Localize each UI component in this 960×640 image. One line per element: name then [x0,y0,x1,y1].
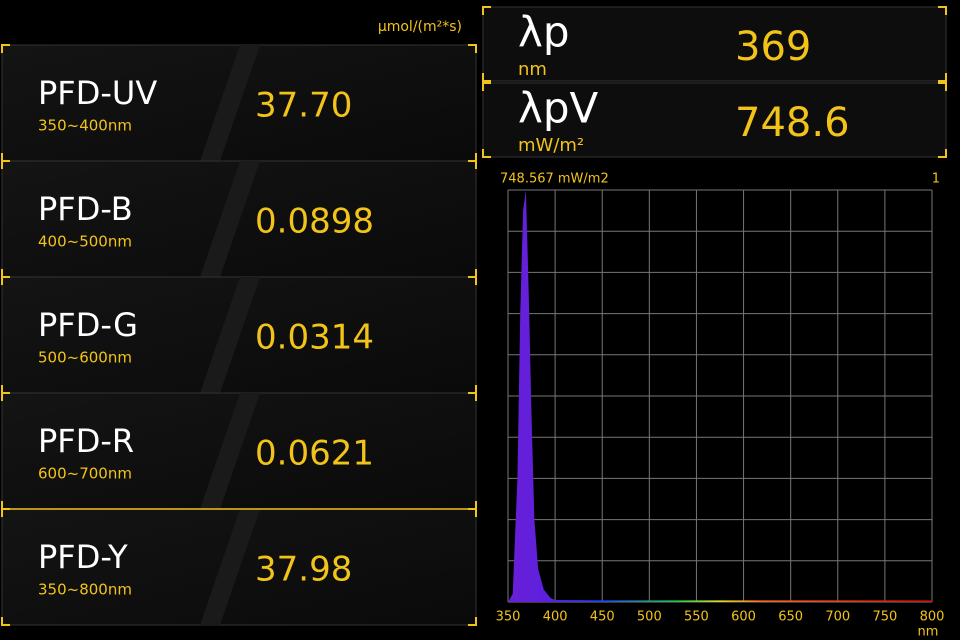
panel-range: 500~600nm [38,349,132,367]
peak-unit: nm [518,59,547,80]
panel-name: PFD-Y [38,538,128,576]
corner [1,160,10,169]
corner [1,276,10,285]
peak-unit: mW/m² [518,135,584,156]
peak-value: 748.6 [735,100,850,146]
panel-stripe [200,161,260,277]
chart-max-label: 748.567 mW/m2 [500,172,609,187]
corner [468,392,477,401]
x-tick-label: 650 [778,610,803,625]
peak-symbol: λpV [518,84,599,133]
panel-stripe [200,45,260,161]
corner [468,617,477,626]
corner [482,6,491,15]
corner [1,617,10,626]
x-tick-label: 450 [590,610,615,625]
corner [468,276,477,285]
x-tick-label: 600 [731,610,756,625]
x-tick-label: 750 [872,610,897,625]
panel-name: PFD-G [38,306,138,344]
corner [938,82,947,91]
x-tick-label: 400 [543,610,568,625]
peak-value: 369 [735,24,811,70]
panel-stripe [200,509,260,625]
corner [468,44,477,53]
corner [1,392,10,401]
panel-value: 0.0314 [255,318,374,358]
panel-range: 350~400nm [38,117,132,135]
chart-scale-label: 1 [932,172,940,187]
x-tick-label: 550 [684,610,709,625]
panel-range: 600~700nm [38,465,132,483]
peak-box [482,82,947,158]
panel-name: PFD-R [38,422,134,460]
corner [482,149,491,158]
panel-range: 350~800nm [38,581,132,599]
x-tick-label: 800 [920,610,945,625]
panel-name: PFD-UV [38,74,157,112]
corner [938,149,947,158]
unit-label: µmol/(m²*s) [378,19,462,35]
peak-box [482,6,947,82]
panel-value: 0.0621 [255,434,374,474]
corner [482,82,491,91]
x-tick-label: 700 [825,610,850,625]
panel-stripe [200,393,260,509]
x-unit: nm [918,625,939,640]
corner [1,44,10,53]
corner [938,6,947,15]
corner [468,160,477,169]
x-tick-label: 500 [637,610,662,625]
panel-stripe [200,277,260,393]
panel-value: 0.0898 [255,202,374,242]
panel-name: PFD-B [38,190,133,228]
peak-symbol: λp [518,8,570,57]
corner [938,73,947,82]
corner [482,73,491,82]
x-tick-label: 350 [496,610,521,625]
panel-value: 37.98 [255,550,352,590]
panel-value: 37.70 [255,86,352,126]
panel-range: 400~500nm [38,233,132,251]
